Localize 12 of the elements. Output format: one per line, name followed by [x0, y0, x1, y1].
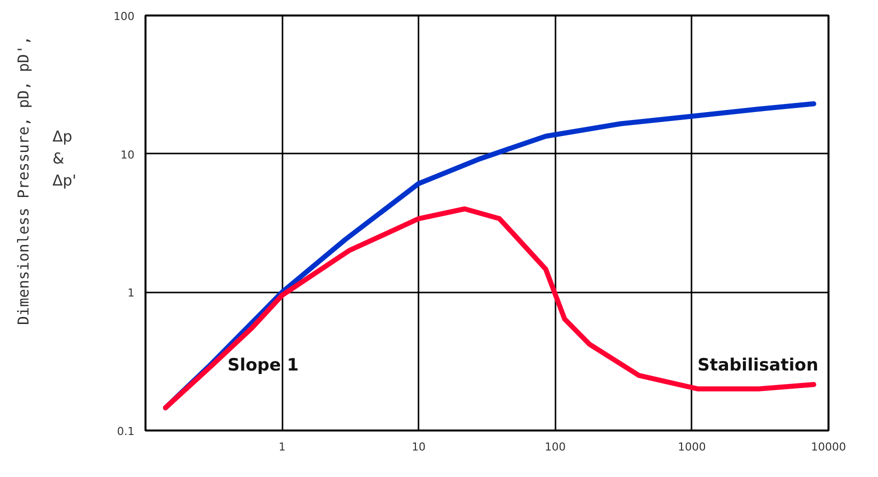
y-tick-label: 1 — [128, 286, 134, 300]
text: Dimensionless Pressure, pD, pD', Δp & Δp' — [14, 36, 76, 325]
annotation: Stabilisation — [698, 356, 818, 376]
x-tick-label: 1000 — [678, 440, 706, 454]
y-tick-label: 100 — [114, 10, 135, 23]
x-tick-label: 100 — [544, 440, 566, 454]
x-tick-label: 10 — [412, 440, 426, 454]
y-tick-label: 0.1 — [117, 425, 135, 438]
y-tick-label: 10 — [120, 148, 135, 162]
annotation: Slope 1 — [228, 356, 299, 376]
x-tick-label: 1 — [278, 440, 286, 454]
x-tick-label: 10000 — [811, 440, 846, 454]
